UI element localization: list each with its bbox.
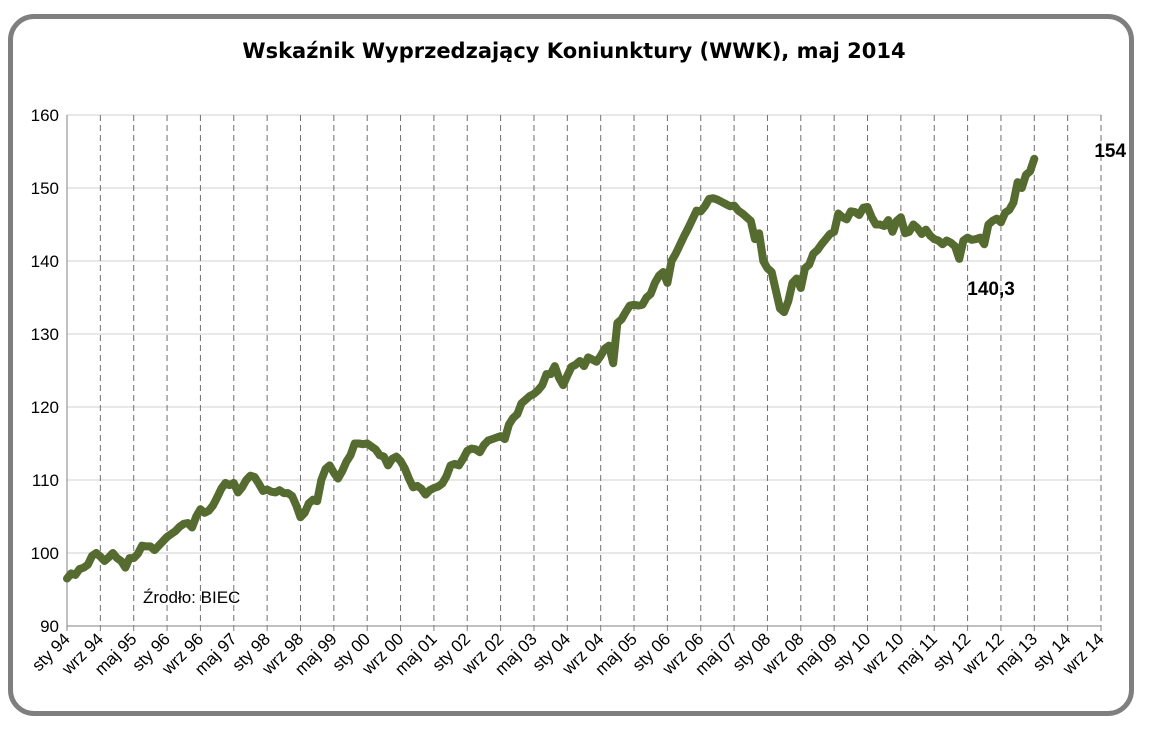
y-tick-label: 110 [32, 471, 59, 490]
source-note: Źrodło: BIEC [143, 588, 240, 607]
annotation-layer: 154 140,3 [967, 141, 1126, 300]
y-tick-label: 90 [40, 617, 59, 636]
data-label: 154 [1094, 141, 1126, 162]
y-tick-label: 120 [31, 398, 59, 417]
grid-layer [67, 114, 1102, 627]
chart-title: Wskaźnik Wyprzedzający Koniunktury (WWK)… [242, 39, 905, 63]
data-label: 140,3 [967, 279, 1015, 300]
y-tick-label: 140 [31, 252, 59, 271]
series-layer [63, 154, 1039, 583]
series-line-wwk [63, 154, 1039, 583]
y-tick-label: 130 [31, 325, 59, 344]
y-tick-label: 160 [31, 106, 59, 125]
y-tick-label: 100 [31, 544, 59, 563]
y-tick-label: 150 [31, 179, 59, 198]
